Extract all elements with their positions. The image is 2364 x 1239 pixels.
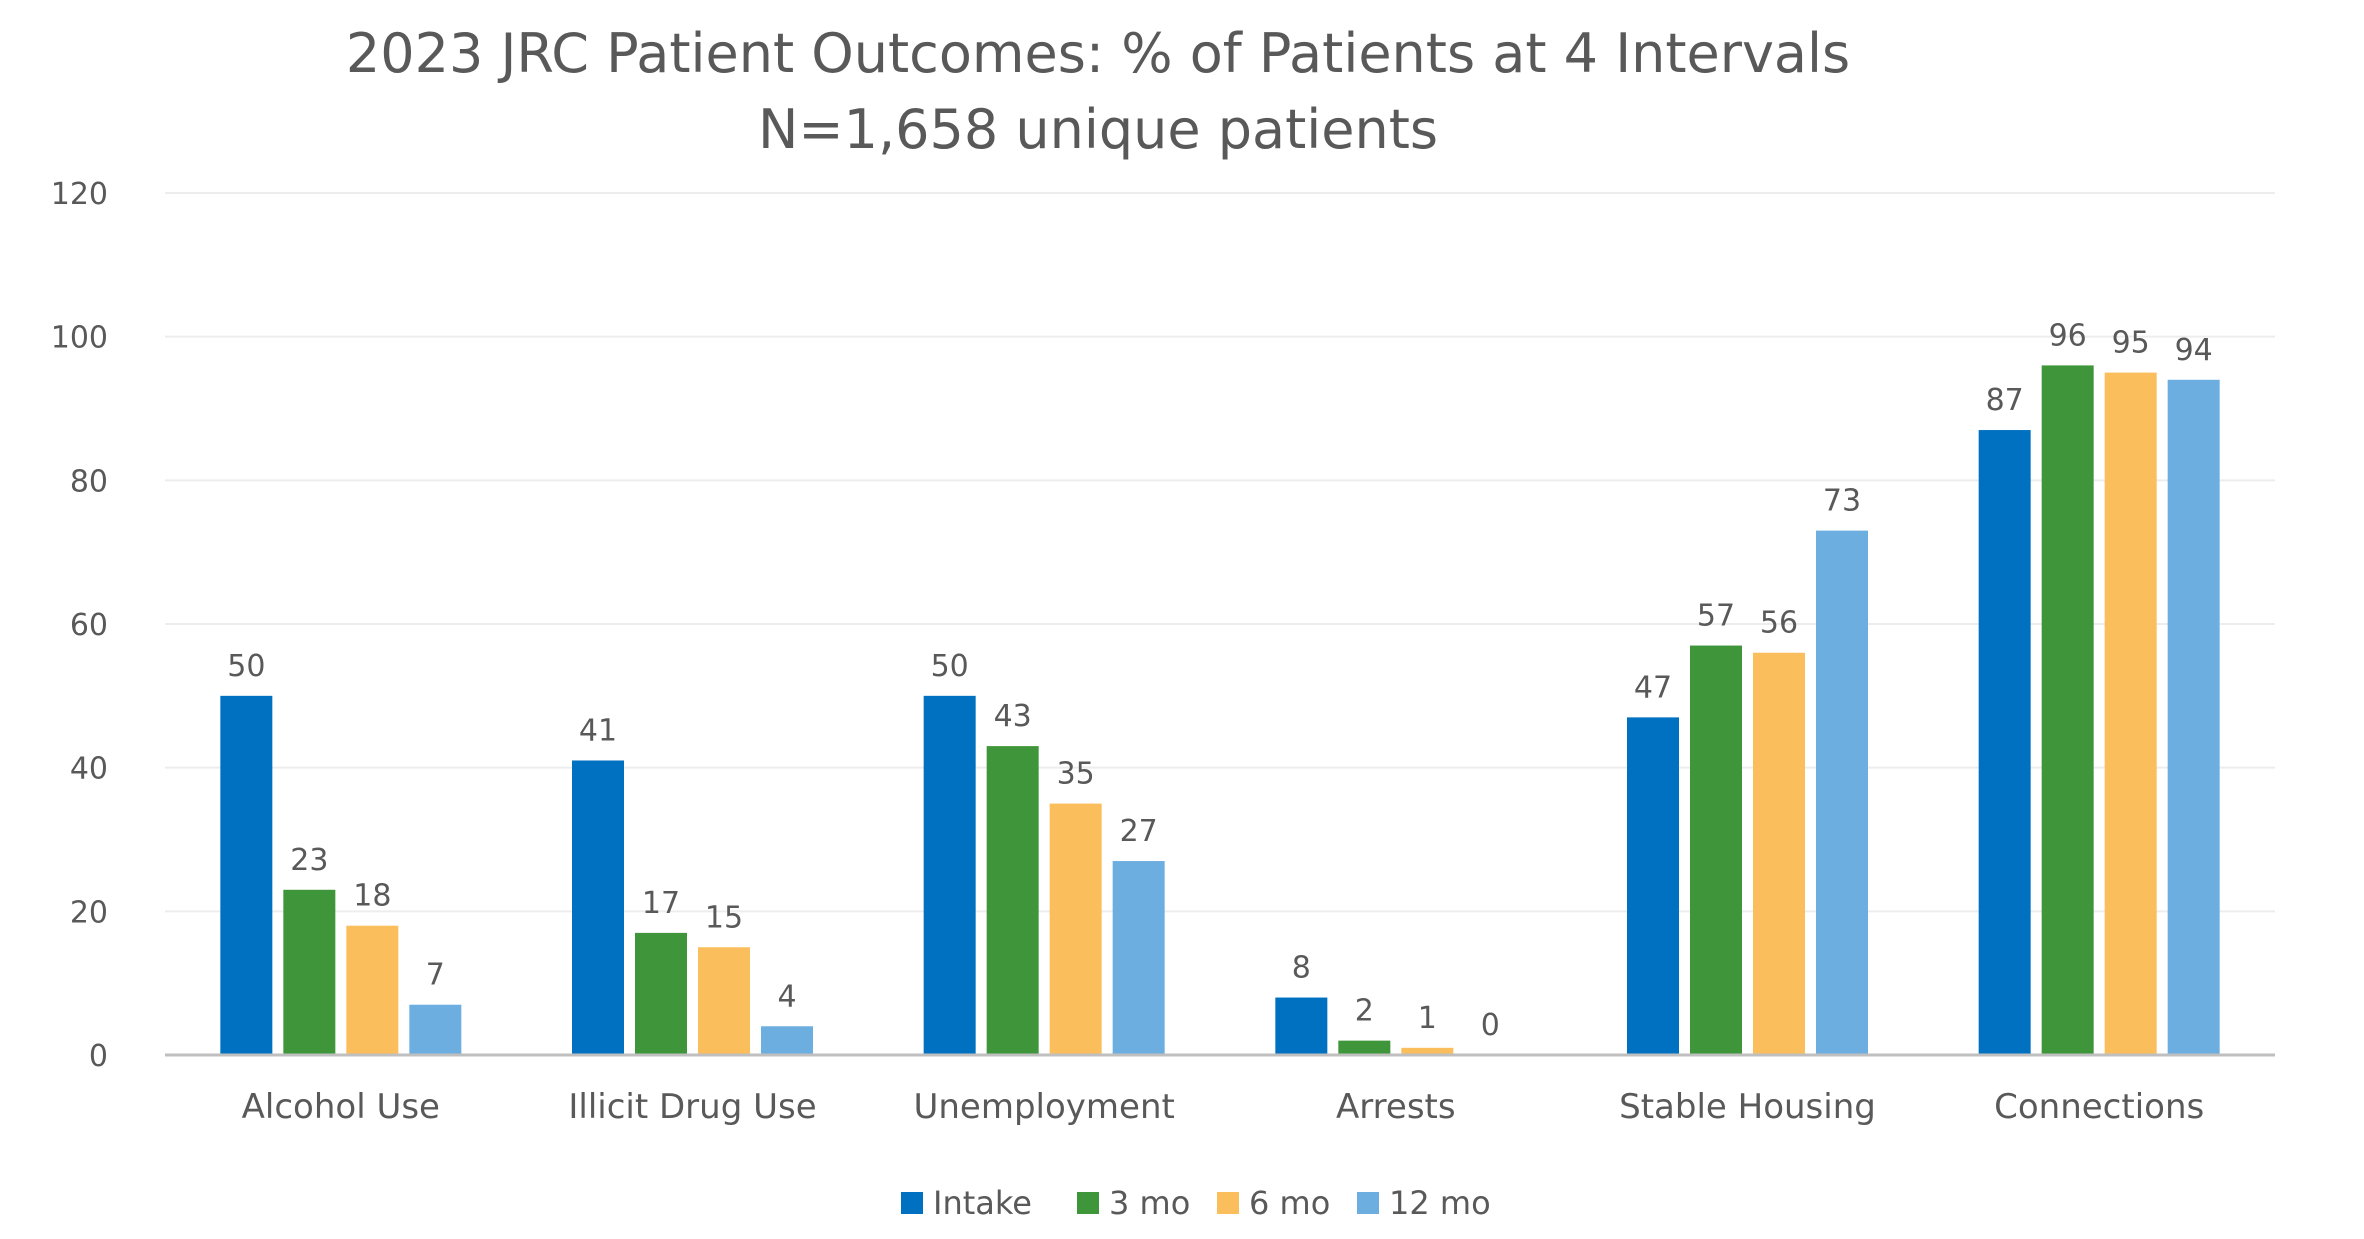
category-label: Stable Housing	[1619, 1087, 1876, 1127]
data-label: 57	[1697, 599, 1735, 634]
data-label: 27	[1120, 814, 1158, 849]
data-label: 35	[1057, 757, 1095, 792]
bar	[1627, 717, 1679, 1055]
y-tick-label: 80	[70, 464, 108, 499]
bar	[283, 889, 336, 1055]
bar	[346, 925, 399, 1055]
bar	[2104, 372, 2157, 1055]
bar	[2041, 365, 2094, 1055]
legend-swatch	[1357, 1192, 1379, 1214]
data-label: 2	[1355, 994, 1374, 1029]
x-axis: Alcohol Use Illicit Drug Use Unemployment A…	[165, 1053, 2275, 1127]
bar	[761, 1026, 813, 1055]
y-tick-label: 100	[51, 321, 108, 356]
data-label: 18	[353, 879, 391, 914]
bars	[220, 365, 2220, 1055]
data-label: 15	[705, 900, 743, 935]
data-label: 7	[426, 958, 445, 993]
chart-title: 2023 JRC Patient Outcomes: % of Patients…	[346, 22, 1850, 85]
bar	[2167, 379, 2220, 1055]
data-label: 96	[2049, 318, 2087, 353]
bar	[1690, 645, 1742, 1055]
data-label: 87	[1986, 383, 2024, 418]
bar	[1112, 861, 1165, 1055]
y-axis: 0 20 40 60 80 100 120	[51, 177, 108, 1074]
y-tick-label: 0	[89, 1039, 108, 1074]
bar	[986, 746, 1039, 1055]
data-label: 8	[1292, 951, 1311, 986]
bar	[1816, 530, 1868, 1055]
y-tick-label: 20	[70, 895, 108, 930]
bar	[572, 760, 624, 1055]
legend-label: 12 mo	[1389, 1184, 1491, 1222]
category-label: Unemployment	[913, 1087, 1174, 1127]
category-label: Alcohol Use	[242, 1087, 440, 1127]
bar	[220, 695, 273, 1055]
legend: Intake 3 mo 6 mo 12 mo	[901, 1184, 1491, 1222]
data-label: 17	[642, 886, 680, 921]
legend-swatch	[1077, 1192, 1099, 1214]
bar	[635, 932, 687, 1055]
data-label: 50	[931, 649, 969, 684]
bar	[923, 695, 976, 1055]
data-label: 0	[1481, 1008, 1500, 1043]
data-label: 94	[2175, 333, 2213, 368]
data-label: 1	[1418, 1001, 1437, 1036]
data-label: 73	[1823, 484, 1861, 519]
bar	[1275, 997, 1328, 1055]
legend-label: Intake	[933, 1184, 1032, 1222]
y-tick-label: 40	[70, 752, 108, 787]
data-label: 56	[1760, 606, 1798, 641]
data-label: 4	[777, 979, 796, 1014]
category-label: Connections	[1994, 1087, 2204, 1127]
bar	[409, 1004, 462, 1055]
legend-swatch	[1217, 1192, 1239, 1214]
category-label: Illicit Drug Use	[568, 1087, 816, 1127]
chart-subtitle: N=1,658 unique patients	[758, 98, 1438, 161]
data-label: 95	[2112, 326, 2150, 361]
bar	[1401, 1047, 1454, 1055]
category-label: Arrests	[1336, 1087, 1456, 1127]
y-tick-label: 120	[51, 177, 108, 212]
bar	[1338, 1040, 1391, 1055]
data-labels: 50 23 18 7 41 17 15 4 50 43 35 27 8 2 1 0 47 57 56 73 87 96 95…	[227, 318, 2213, 1043]
data-label: 47	[1634, 670, 1672, 705]
bar	[1753, 652, 1805, 1055]
legend-label: 6 mo	[1249, 1184, 1330, 1222]
bar	[698, 947, 750, 1055]
data-label: 23	[290, 843, 328, 878]
gridlines	[165, 192, 2275, 913]
bar	[1049, 803, 1102, 1055]
data-label: 41	[579, 713, 617, 748]
y-tick-label: 60	[70, 608, 108, 643]
bar	[1978, 430, 2031, 1055]
legend-label: 3 mo	[1109, 1184, 1190, 1222]
data-label: 43	[994, 699, 1032, 734]
legend-swatch	[901, 1192, 923, 1214]
data-label: 50	[227, 649, 265, 684]
